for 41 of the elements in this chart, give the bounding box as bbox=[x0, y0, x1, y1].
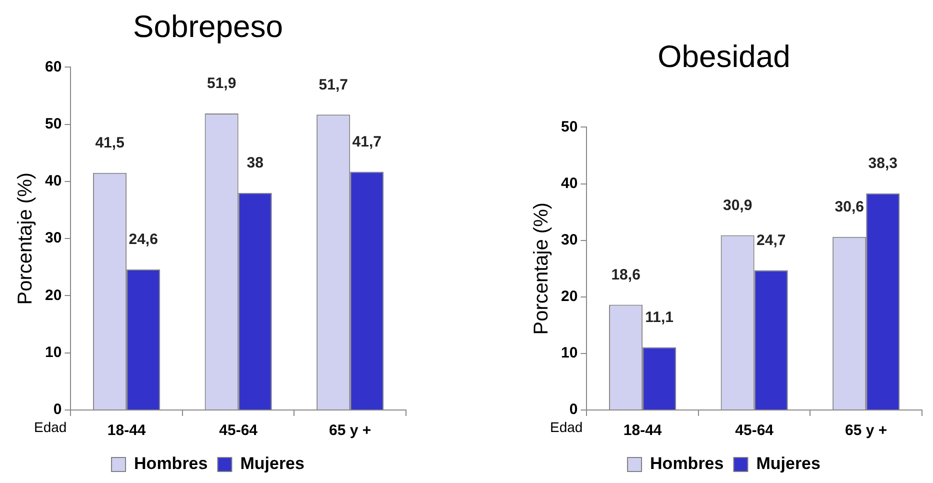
data-label: 51,9 bbox=[206, 75, 236, 92]
data-label: 30,9 bbox=[722, 196, 752, 214]
data-label: 30,6 bbox=[834, 198, 864, 216]
data-label: 41,7 bbox=[352, 133, 382, 150]
x-tick-label: 45-64 bbox=[735, 422, 774, 440]
y-axis-title: Porcentaje (%) bbox=[530, 202, 553, 335]
y-tick-label: 30 bbox=[44, 230, 62, 247]
data-label: 38,3 bbox=[868, 155, 898, 172]
data-label: 51,7 bbox=[318, 76, 348, 94]
legend-label: Mujeres bbox=[240, 454, 304, 474]
chart-title: Obesidad bbox=[658, 39, 790, 74]
data-label: 41,5 bbox=[95, 134, 124, 152]
y-tick-label: 20 bbox=[44, 286, 62, 304]
x-axis-title: Edad bbox=[550, 418, 583, 435]
data-label: 24,7 bbox=[756, 232, 786, 249]
data-label: 24,6 bbox=[128, 231, 158, 248]
y-tick-label: 30 bbox=[560, 231, 578, 248]
y-tick-label: 10 bbox=[560, 344, 578, 362]
data-label: 18,6 bbox=[611, 266, 640, 284]
x-tick-label: 65 y + bbox=[845, 422, 888, 440]
y-tick-label: 0 bbox=[53, 401, 62, 418]
legend-label: Mujeres bbox=[756, 454, 820, 474]
y-tick-label: 10 bbox=[44, 344, 62, 362]
y-tick-label: 40 bbox=[560, 174, 578, 192]
x-tick-label: 45-64 bbox=[219, 422, 258, 440]
y-axis-title: Porcentaje (%) bbox=[14, 172, 37, 305]
x-tick-label: 65 y + bbox=[329, 422, 372, 440]
y-tick-label: 20 bbox=[560, 288, 578, 306]
x-tick-label: 18-44 bbox=[623, 422, 662, 440]
x-tick-label: 18-44 bbox=[107, 422, 146, 440]
data-label: 11,1 bbox=[645, 308, 674, 326]
y-tick-label: 60 bbox=[44, 58, 62, 76]
data-label: 38 bbox=[246, 154, 264, 172]
chart-title: Sobrepeso bbox=[133, 9, 283, 44]
legend-label: Hombres bbox=[134, 454, 208, 474]
y-tick-label: 0 bbox=[569, 401, 578, 418]
y-tick-label: 40 bbox=[44, 172, 62, 190]
y-tick-label: 50 bbox=[560, 118, 578, 136]
y-tick-label: 50 bbox=[44, 115, 62, 132]
x-axis-title: Edad bbox=[34, 418, 67, 435]
legend-label: Hombres bbox=[650, 454, 724, 474]
